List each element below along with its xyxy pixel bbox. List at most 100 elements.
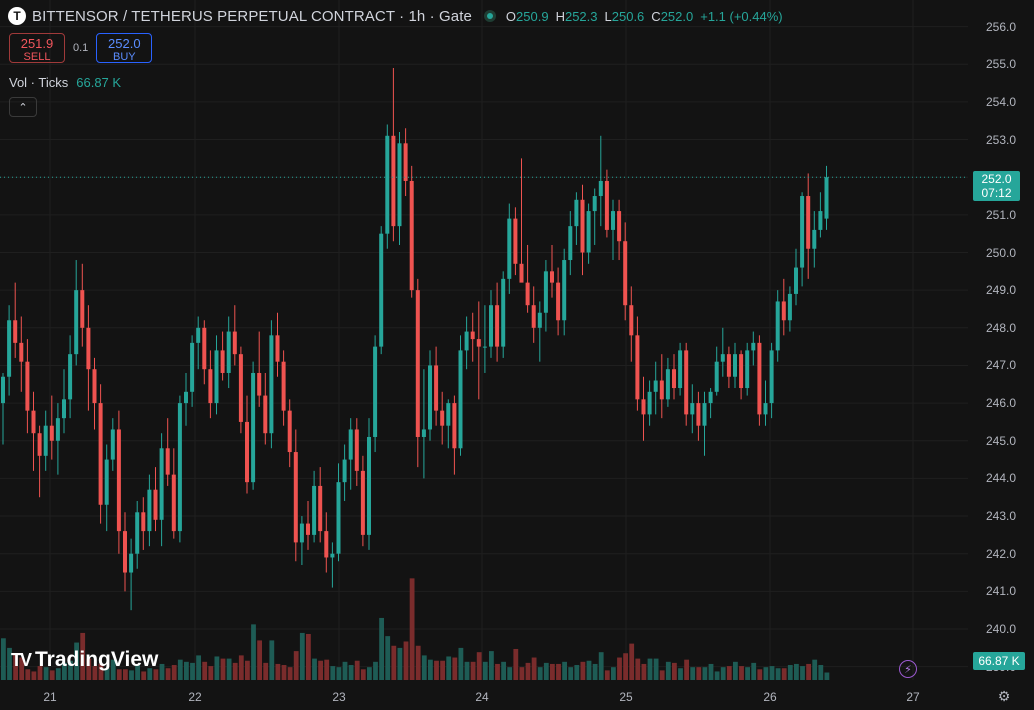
volume-bar	[348, 665, 354, 680]
volume-bar	[92, 666, 98, 680]
volume-bar	[7, 647, 12, 680]
candle-body	[379, 233, 384, 347]
volume-legend[interactable]: Vol · Ticks 66.87 K	[9, 75, 121, 90]
price-tick-label: 255.0	[985, 57, 1016, 72]
candle-body	[214, 350, 219, 404]
candle-body	[824, 177, 829, 219]
high-key: H	[555, 8, 565, 24]
volume-bar	[495, 663, 500, 680]
change-value: +1.1 (+0.44%)	[700, 8, 783, 24]
candle-body	[476, 339, 481, 347]
volume-bar	[440, 660, 445, 680]
volume-bar	[690, 667, 696, 680]
volume-bar	[452, 657, 458, 680]
volume-bar	[25, 669, 31, 680]
volume-bar	[202, 661, 208, 680]
volume-bar	[43, 667, 49, 680]
volume-bar	[141, 671, 147, 680]
volume-bar	[159, 663, 165, 680]
candle-body	[507, 218, 512, 279]
volume-bar	[293, 651, 299, 680]
candle-body	[19, 342, 24, 362]
volume-bar	[812, 659, 818, 680]
candle-body	[281, 361, 286, 411]
candle-body	[202, 327, 207, 370]
volume-bar	[80, 632, 86, 680]
candle-body	[470, 331, 475, 340]
volume-bar	[299, 632, 305, 680]
candle-body	[354, 429, 359, 471]
candle-body	[318, 485, 323, 532]
volume-bar	[482, 661, 488, 680]
volume-bar	[562, 661, 567, 680]
candle-body	[550, 271, 554, 283]
candle-body	[37, 433, 42, 456]
open-value: 250.9	[516, 8, 549, 24]
candle-body	[92, 369, 97, 404]
candle-body	[623, 241, 628, 306]
volume-bar	[336, 667, 342, 680]
volume-bar	[245, 660, 250, 680]
volume-bar	[550, 663, 555, 680]
candle-body	[232, 331, 237, 355]
candle-body	[812, 229, 817, 249]
volume-bar	[318, 660, 323, 680]
candle-body	[543, 271, 548, 313]
candle-body	[208, 369, 213, 404]
candle-body	[342, 459, 347, 483]
buy-price: 252.0	[108, 36, 141, 51]
price-tick-label: 243.0	[985, 509, 1016, 524]
candle-body	[781, 301, 786, 321]
volume-bar	[177, 659, 183, 680]
tradingview-logo[interactable]: TV TradingView	[11, 648, 158, 672]
candle-body	[440, 410, 445, 426]
volume-bar	[745, 667, 750, 680]
candle-body	[733, 354, 737, 377]
volume-bar	[275, 663, 281, 680]
settings-gear-icon[interactable]: ⚙	[997, 687, 1011, 704]
candle-body	[446, 403, 451, 426]
collapse-legend-button[interactable]: ⌃	[9, 97, 37, 117]
volume-bar	[568, 667, 574, 680]
volume-bar	[714, 671, 720, 680]
volume-bar	[739, 666, 744, 680]
volume-bar	[818, 665, 824, 680]
ohlc-legend: O250.9 H252.3 L250.6 C252.0 +1.1 (+0.44%…	[506, 9, 783, 24]
candle-body	[293, 452, 298, 543]
candle-body	[421, 429, 426, 437]
spread-value: 0.1	[73, 42, 89, 54]
candle-body	[385, 135, 390, 234]
volume-bar	[379, 617, 384, 680]
candle-body	[775, 301, 780, 351]
volume-bar	[116, 669, 122, 680]
market-open-icon	[483, 10, 496, 22]
candle-body	[263, 395, 268, 434]
candle-body	[171, 474, 176, 532]
volume-value: 66.87 K	[76, 75, 122, 90]
candle-body	[110, 429, 115, 460]
volume-bar	[733, 661, 738, 680]
volume-bar	[586, 660, 592, 680]
candle-body	[806, 196, 811, 249]
volume-bar	[580, 661, 586, 680]
candle-body	[629, 305, 634, 336]
candle-body	[678, 350, 683, 389]
volume-bar	[409, 578, 415, 680]
buy-button[interactable]: 252.0 BUY	[96, 33, 153, 63]
sell-button[interactable]: 251.9 SELL	[9, 33, 65, 63]
candle-body	[348, 429, 353, 460]
volume-bar	[604, 670, 610, 680]
volume-bar	[220, 658, 226, 680]
symbol-title[interactable]: BITTENSOR / TETHERUS PERPETUAL CONTRACT …	[32, 7, 472, 25]
volume-bar	[501, 661, 506, 680]
volume-bar	[751, 662, 757, 680]
volume-bar	[781, 668, 787, 680]
lightning-icon[interactable]: ⚡	[899, 660, 917, 678]
candle-body	[1, 376, 5, 404]
candle-body	[751, 342, 756, 351]
candle-body	[464, 331, 469, 351]
volume-bar	[123, 669, 128, 680]
last-price-value: 252.0	[981, 172, 1012, 186]
volume-bar	[251, 624, 256, 680]
